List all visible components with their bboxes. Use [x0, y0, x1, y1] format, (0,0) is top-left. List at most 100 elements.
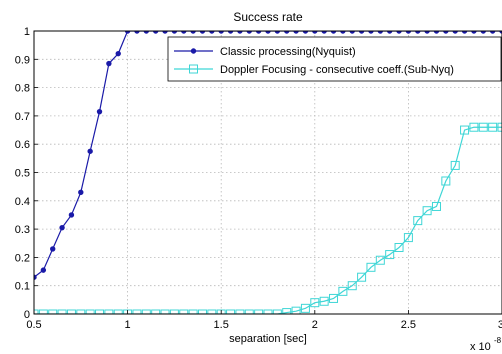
data-point-doppler	[282, 308, 292, 314]
data-point-doppler	[141, 309, 151, 314]
data-point-doppler	[48, 309, 58, 314]
data-point-doppler	[329, 293, 339, 303]
data-point-classic	[461, 31, 468, 34]
series-line-doppler	[34, 126, 502, 314]
legend-box	[167, 36, 502, 82]
x-axis-exponent-base: x 10	[470, 341, 491, 353]
data-point-classic	[190, 31, 196, 34]
data-point-classic	[124, 31, 131, 34]
data-point-classic	[115, 50, 121, 57]
data-point-doppler	[160, 309, 170, 314]
data-point-doppler	[497, 122, 502, 132]
data-point-doppler	[244, 309, 254, 314]
data-point-classic	[424, 31, 430, 34]
data-point-classic	[433, 31, 440, 34]
data-point-doppler	[357, 272, 367, 282]
data-point-classic	[143, 31, 150, 34]
data-point-classic	[443, 31, 449, 34]
data-point-classic	[396, 31, 402, 34]
x-axis-exponent: x 10 -8	[470, 336, 502, 353]
data-point-classic	[218, 31, 224, 34]
data-point-doppler	[132, 309, 142, 314]
data-point-classic	[358, 31, 365, 34]
data-point-doppler	[226, 309, 236, 314]
data-point-classic	[181, 31, 187, 34]
data-point-classic	[59, 224, 65, 231]
data-point-classic	[377, 31, 384, 34]
data-point-classic	[255, 31, 262, 34]
data-point-classic	[87, 148, 93, 154]
data-point-doppler	[272, 309, 282, 314]
y-tick-label: 0.7	[15, 111, 30, 123]
data-point-doppler	[338, 286, 348, 296]
data-point-doppler	[469, 122, 479, 132]
x-tick-label: 3	[498, 319, 502, 331]
data-point-doppler	[197, 309, 207, 314]
data-point-classic	[293, 31, 299, 34]
data-point-doppler	[347, 281, 357, 291]
data-point-classic	[96, 108, 103, 115]
data-point-classic	[134, 31, 140, 34]
data-point-classic	[34, 274, 37, 280]
data-point-classic	[340, 31, 346, 34]
data-point-doppler	[431, 201, 441, 211]
x-tick-label: 2	[312, 319, 318, 331]
data-point-classic	[480, 31, 486, 34]
x-tick-label: 1	[125, 319, 131, 331]
data-point-classic	[284, 31, 290, 34]
data-point-classic	[265, 31, 271, 34]
data-point-doppler	[300, 303, 310, 313]
data-point-doppler	[179, 309, 189, 314]
data-point-doppler	[366, 262, 376, 272]
legend-label-doppler: Doppler Focusing - consecutive coeff.(Su…	[220, 64, 454, 76]
y-tick-label: 0	[24, 309, 30, 321]
data-point-doppler	[188, 309, 198, 314]
data-point-doppler	[254, 309, 264, 314]
data-point-doppler	[319, 296, 329, 306]
y-tick-label: 0.8	[15, 83, 30, 95]
data-point-doppler	[375, 255, 385, 265]
data-point-classic	[40, 267, 47, 273]
data-point-doppler	[460, 125, 470, 135]
data-point-classic	[199, 31, 206, 34]
data-point-doppler	[441, 176, 451, 186]
data-point-classic	[405, 31, 412, 34]
data-point-classic	[78, 189, 84, 196]
data-point-classic	[349, 31, 355, 34]
data-point-doppler	[488, 122, 498, 132]
data-point-doppler	[385, 250, 395, 260]
data-point-doppler	[422, 206, 432, 216]
data-point-doppler	[76, 309, 86, 314]
legend-marker-classic	[190, 48, 197, 54]
x-tick-label: 2.5	[401, 319, 416, 331]
data-point-classic	[152, 31, 159, 34]
data-point-classic	[321, 31, 327, 34]
chart-title: Success rate	[233, 10, 303, 24]
y-tick-label: 1	[24, 26, 30, 38]
data-point-classic	[227, 31, 234, 34]
series-line-classic	[34, 31, 502, 278]
data-point-classic	[452, 31, 458, 34]
data-point-classic	[50, 246, 56, 252]
grid-lines	[34, 31, 502, 314]
data-point-doppler	[207, 309, 217, 314]
data-point-classic	[162, 31, 168, 34]
data-point-doppler	[85, 309, 95, 314]
data-point-doppler	[394, 242, 404, 252]
data-point-doppler	[113, 309, 123, 314]
tick-marks-and-labels: 0.5 1 1.5 2 2.5 3 0 0.1 0.2 0.3 0.4 0.5 0.6 0.7 0.8 0.9…	[15, 26, 502, 331]
data-point-doppler	[57, 309, 67, 314]
x-axis-title: separation [sec]	[229, 333, 307, 345]
data-point-doppler	[403, 233, 413, 243]
data-point-classic	[246, 31, 252, 34]
y-tick-label: 0.3	[15, 224, 30, 236]
data-point-classic	[237, 31, 243, 34]
data-point-doppler	[95, 309, 105, 314]
x-axis-exponent-power: -8	[494, 336, 502, 345]
data-point-classic	[106, 60, 112, 67]
data-point-classic	[415, 31, 421, 34]
data-point-doppler	[413, 216, 423, 226]
data-point-doppler	[310, 298, 320, 308]
data-point-classic	[68, 212, 75, 218]
